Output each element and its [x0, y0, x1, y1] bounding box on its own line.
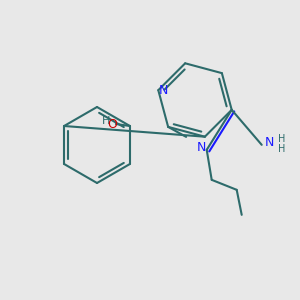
Text: N: N: [159, 84, 168, 97]
Text: N: N: [197, 141, 206, 154]
Text: H: H: [278, 144, 285, 154]
Text: H: H: [278, 134, 285, 144]
Text: H: H: [102, 116, 110, 126]
Text: N: N: [265, 136, 274, 149]
Text: O: O: [107, 118, 117, 130]
